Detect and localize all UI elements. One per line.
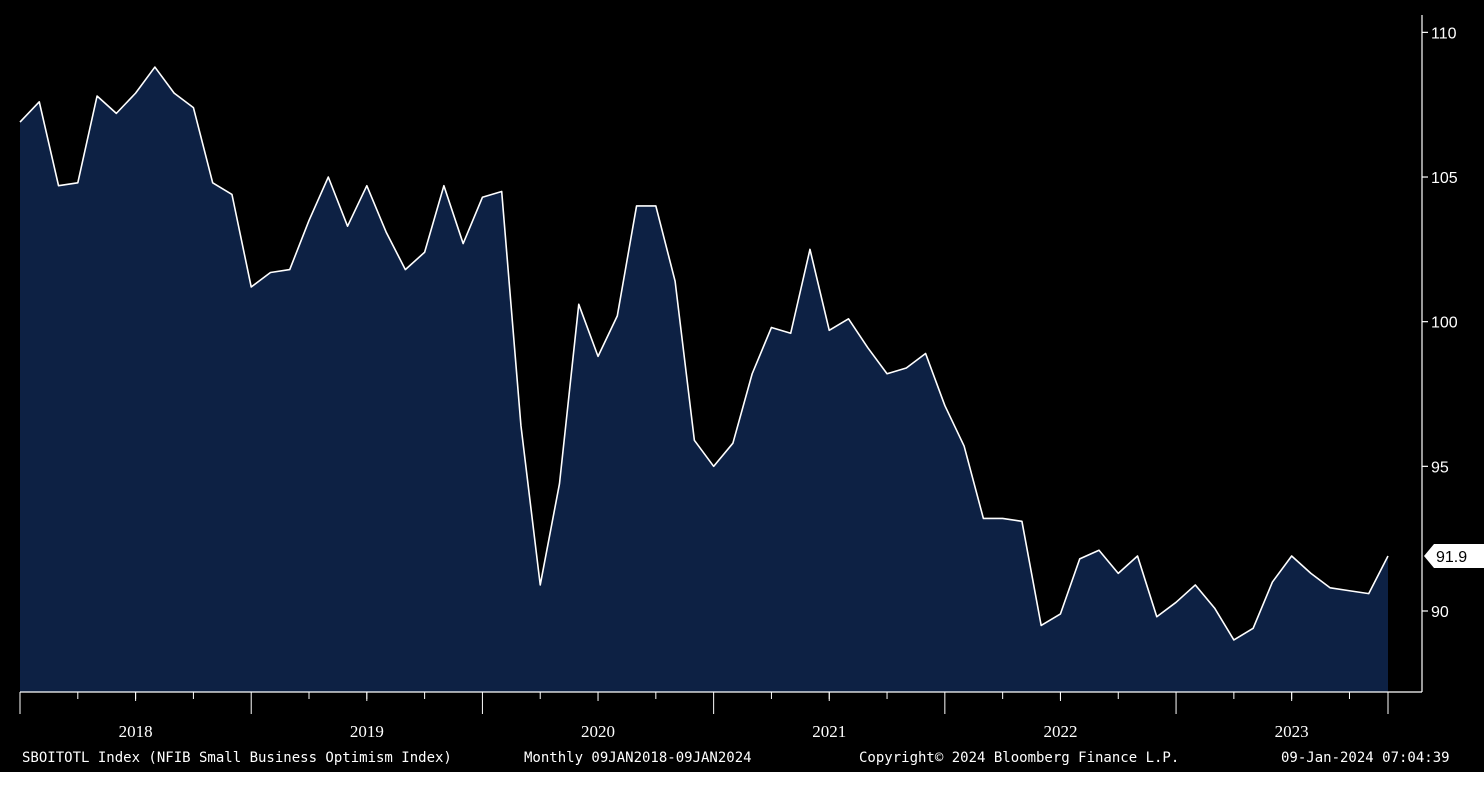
x-year-label: 2020 [581,722,615,741]
y-tick-label: 95 [1431,459,1449,476]
footer: SBOITOTL Index (NFIB Small Business Opti… [22,750,1450,766]
series-line [19,66,1389,641]
series-area [20,67,1388,692]
y-tick-label: 100 [1431,315,1458,332]
x-axis: 2018 2019 2020 2021 2022 2023 [19,691,1422,741]
footer-timestamp: 09-Jan-2024 07:04:39 [1281,750,1450,766]
x-year-label: 2021 [812,722,846,741]
footer-range: Monthly 09JAN2018-09JAN2024 [524,750,752,766]
y-tick-label: 110 [1431,25,1457,42]
x-year-label: 2022 [1043,722,1077,741]
footer-ticker: SBOITOTL Index (NFIB Small Business Opti… [22,750,452,766]
plot-area [19,66,1389,692]
y-axis: 110 105 100 95 90 [1421,15,1458,692]
x-year-label: 2023 [1275,722,1309,741]
x-year-label: 2018 [119,722,153,741]
last-value-label: 91.9 [1436,549,1467,566]
x-year-label: 2019 [350,722,384,741]
footer-copyright: Copyright© 2024 Bloomberg Finance L.P. [859,750,1179,766]
last-value-tag [1424,544,1484,569]
y-tick-label: 105 [1431,170,1458,187]
y-tick-label: 90 [1431,604,1449,621]
last-value-marker: 91.9 [1424,544,1484,569]
